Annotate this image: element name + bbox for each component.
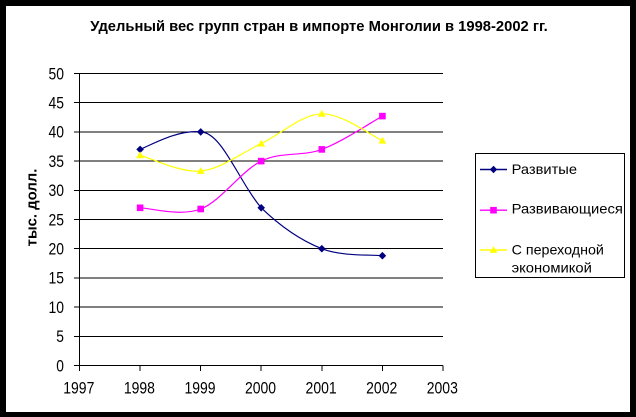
svg-text:тыс. долл.: тыс. долл. [23, 169, 40, 247]
svg-text:2000: 2000 [245, 378, 276, 397]
svg-text:экономикой: экономикой [512, 259, 592, 275]
svg-text:0: 0 [56, 356, 64, 375]
svg-text:25: 25 [49, 210, 65, 229]
svg-text:1998: 1998 [124, 378, 155, 397]
svg-text:2002: 2002 [366, 378, 397, 397]
svg-text:15: 15 [49, 269, 65, 288]
svg-text:40: 40 [49, 123, 65, 142]
svg-text:10: 10 [49, 298, 65, 317]
svg-text:Развивающиеся: Развивающиеся [512, 201, 623, 217]
svg-text:35: 35 [49, 152, 65, 171]
svg-text:20: 20 [49, 240, 65, 259]
svg-text:1997: 1997 [63, 378, 94, 397]
svg-text:1999: 1999 [184, 378, 215, 397]
svg-text:45: 45 [49, 94, 65, 113]
svg-text:30: 30 [49, 181, 65, 200]
svg-text:Удельный вес групп стран в имп: Удельный вес групп стран в импорте Монго… [90, 18, 548, 35]
svg-text:2001: 2001 [306, 378, 337, 397]
svg-text:50: 50 [49, 64, 65, 83]
svg-text:2003: 2003 [427, 378, 458, 397]
svg-text:5: 5 [56, 327, 64, 346]
svg-text:Развитые: Развитые [512, 161, 578, 177]
svg-text:С переходной: С переходной [512, 241, 604, 257]
